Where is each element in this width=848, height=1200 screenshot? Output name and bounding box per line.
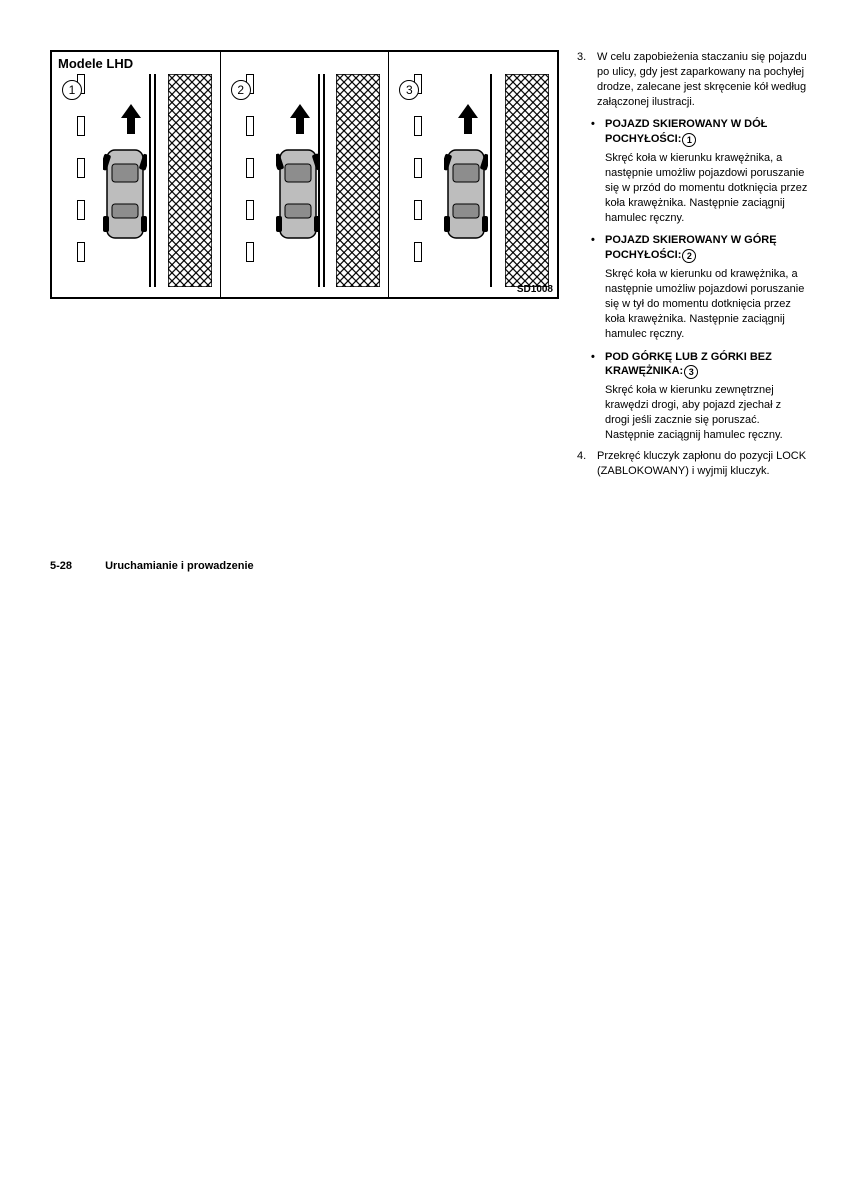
bullet-title: POJAZD SKIEROWANY W DÓŁ POCHYŁOŚCI:1 (605, 117, 767, 147)
panel-number-2: 2 (231, 80, 251, 100)
bullet-3-title: • POD GÓRKĘ LUB Z GÓRKI BEZ KRAWĘŻNIKA:3 (591, 350, 808, 380)
item-text: W celu zapobieżenia staczaniu się pojazd… (597, 50, 808, 109)
page-content: Modele LHD 1 (50, 50, 808, 484)
bullet-title: POJAZD SKIEROWANY W GÓRĘ POCHYŁOŚCI:2 (605, 233, 777, 263)
bullet-1-para: Skręć koła w kierunku krawężnika, a nast… (605, 151, 808, 225)
content-row: Modele LHD 1 (50, 50, 808, 484)
bullet-icon: • (591, 233, 599, 263)
arrow-up-icon (458, 104, 478, 134)
figure-panel-1: 1 (52, 52, 221, 297)
panel-number-1: 1 (62, 80, 82, 100)
ref-circle-1: 1 (682, 133, 696, 147)
curb-hatch (336, 74, 380, 287)
instructions-text: 3. W celu zapobieżenia staczaniu się poj… (577, 50, 808, 484)
road-2 (246, 74, 381, 287)
ref-circle-2: 2 (682, 249, 696, 263)
ref-circle-3: 3 (684, 365, 698, 379)
road-line (154, 74, 156, 287)
bullet-icon: • (591, 350, 599, 380)
lane-dashes (77, 74, 87, 287)
item-text: Przekręć kluczyk zapłonu do pozycji LOCK… (597, 449, 808, 479)
section-title: Uruchamianie i prowadzenie (105, 560, 254, 572)
bullet-title: POD GÓRKĘ LUB Z GÓRKI BEZ KRAWĘŻNIKA:3 (605, 350, 772, 380)
figure-panels: 1 (52, 52, 557, 297)
item-number: 3. (577, 50, 591, 109)
figure-code: SD1008 (517, 284, 553, 295)
bullet-icon: • (591, 117, 599, 147)
bullet-2-para: Skręć koła w kierunku od krawężnika, a n… (605, 267, 808, 341)
page-footer: 5-28 Uruchamianie i prowadzenie (50, 560, 254, 572)
lane-dashes (414, 74, 424, 287)
road-line (149, 74, 151, 287)
page-number: 5-28 (50, 560, 72, 572)
road-3 (414, 74, 549, 287)
arrow-up-icon (290, 104, 310, 134)
road-line (490, 74, 492, 287)
road-1 (77, 74, 212, 287)
parking-figure: Modele LHD 1 (50, 50, 559, 299)
lane-dashes (246, 74, 256, 287)
bullet-1-title: • POJAZD SKIEROWANY W DÓŁ POCHYŁOŚCI:1 (591, 117, 808, 147)
curb-hatch (168, 74, 212, 287)
arrow-up-icon (121, 104, 141, 134)
item-number: 4. (577, 449, 591, 479)
road-line (323, 74, 325, 287)
list-item-4: 4. Przekręć kluczyk zapłonu do pozycji L… (577, 449, 808, 479)
figure-panel-3: 3 (389, 52, 557, 297)
bullet-3-para: Skręć koła w kierunku zewnętrznej krawęd… (605, 383, 808, 442)
list-item-3: 3. W celu zapobieżenia staczaniu się poj… (577, 50, 808, 109)
edge-hatch (505, 74, 549, 287)
car-icon (103, 144, 147, 244)
figure-panel-2: 2 (221, 52, 390, 297)
car-icon (444, 144, 488, 244)
car-icon (276, 144, 320, 244)
bullet-2-title: • POJAZD SKIEROWANY W GÓRĘ POCHYŁOŚCI:2 (591, 233, 808, 263)
